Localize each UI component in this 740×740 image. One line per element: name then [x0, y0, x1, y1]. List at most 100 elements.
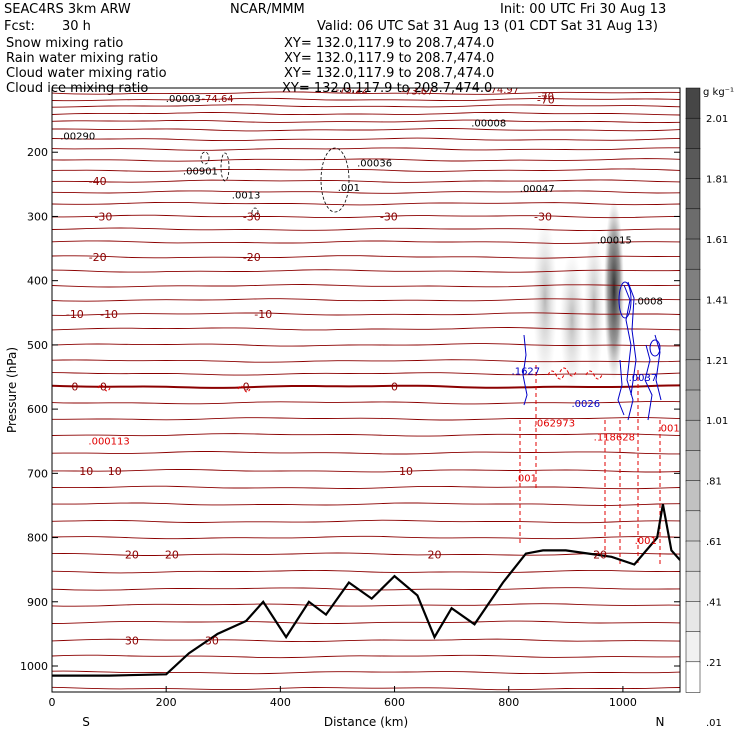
colorbar-bin	[685, 480, 701, 512]
mixing-ratio-label: .062973	[534, 418, 575, 429]
temperature-contour-label: -30	[534, 210, 552, 223]
field-xy-rain: XY= 132.0,117.9 to 208.7,474.0	[284, 51, 494, 66]
temperature-contour-label: 0	[391, 381, 398, 394]
temperature-contour-line	[52, 519, 680, 524]
x-tick-label: 600	[384, 696, 405, 709]
temperature-contour-label: -30	[243, 210, 261, 223]
temperature-contour-label: 10	[79, 465, 93, 478]
temperature-contour-line	[52, 284, 680, 288]
mixing-ratio-label: .00036	[357, 158, 392, 169]
temperature-contour-line	[52, 119, 680, 124]
field-name-snow: Snow mixing ratio	[6, 36, 123, 51]
y-tick-label: 400	[27, 275, 48, 288]
colorbar-label: 1.61	[706, 235, 728, 246]
colorbar-bin	[685, 148, 701, 180]
field-xy-cloudwater: XY= 132.0,117.9 to 208.7,474.0	[284, 66, 494, 81]
colorbar-bin	[685, 299, 701, 331]
temperature-contour-label: -10	[66, 308, 84, 321]
temperature-contour-label: -10	[100, 308, 118, 321]
colorbar-bin	[685, 238, 701, 270]
temperature-contour-line	[52, 552, 680, 556]
colorbar-bin	[685, 359, 701, 391]
y-tick-label: 700	[27, 467, 48, 480]
temperature-contour-line	[52, 469, 680, 473]
mixing-ratio-label: -74.64	[201, 94, 233, 105]
temperature-contour-line	[52, 359, 680, 363]
colorbar-bin	[685, 208, 701, 240]
colorbar-bin	[685, 389, 701, 421]
mixing-ratio-label: .00008	[471, 119, 506, 130]
temperature-contour-line	[52, 179, 680, 183]
mixing-ratio-label: .00015	[597, 235, 632, 246]
mixing-ratio-label: .00290	[60, 131, 95, 142]
colorbar-label: 1.81	[706, 175, 728, 186]
temperature-contour-line	[52, 298, 680, 302]
temperature-contour-line	[52, 384, 680, 389]
mixing-ratio-label: .001	[635, 536, 657, 547]
colorbar-label: 1.01	[706, 416, 728, 427]
y-tick-label: 1000	[20, 660, 48, 673]
terrain-profile	[52, 504, 680, 677]
temperature-contour-line	[52, 227, 680, 232]
temperature-contour-label: -40	[89, 175, 107, 188]
temperature-contour-line	[52, 343, 680, 347]
temperature-contour-line	[52, 312, 680, 316]
temperature-contour-label: 0	[243, 381, 250, 394]
colorbar-bin	[685, 450, 701, 482]
mixing-ratio-label: .001	[657, 424, 679, 435]
temperature-contour-line	[52, 104, 680, 108]
fcst-value: 30 h	[62, 19, 91, 34]
model-title: SEAC4RS 3km ARW	[4, 2, 131, 17]
mixing-ratio-label: .00901	[183, 167, 218, 178]
colorbar-label: .61	[706, 537, 722, 548]
colorbar-bin	[685, 601, 701, 633]
temperature-contour-label: 20	[125, 548, 139, 561]
field-xy-snow: XY= 132.0,117.9 to 208.7,474.0	[284, 36, 494, 51]
temperature-contour-line	[52, 327, 680, 331]
snow-shading-core	[604, 200, 624, 380]
temperature-contour-label: -30	[94, 210, 112, 223]
colorbar-bin	[685, 268, 701, 301]
colorbar-bin	[685, 178, 701, 210]
x-axis: 0 200 400 600 800 1000	[49, 686, 637, 709]
x-tick-label: 400	[270, 696, 291, 709]
temperature-contour-line	[52, 654, 680, 659]
mixing-ratio-label: -75.22	[336, 85, 368, 96]
x-tick-label: 800	[498, 696, 519, 709]
temperature-contour-label: 0	[100, 381, 107, 394]
snow-shading	[533, 215, 557, 385]
rain-water-contours	[97, 365, 661, 565]
temperature-contour-label: -30	[380, 210, 398, 223]
cloud-ice-contours	[200, 147, 350, 217]
colorbar-label: .81	[706, 477, 722, 488]
temperature-contour-label: -70	[537, 94, 555, 107]
mixing-ratio-label: -73.67	[401, 86, 433, 97]
temperature-contour-line	[52, 128, 680, 132]
fcst-label: Fcst:	[4, 19, 35, 34]
colorbar-label: .21	[706, 658, 722, 669]
temperature-contour-line	[52, 240, 680, 244]
mixing-ratio-label: .1627	[512, 366, 541, 377]
x-tick-label: 200	[156, 696, 177, 709]
temperature-contour-line	[52, 569, 680, 574]
temperature-contour-line	[52, 201, 680, 206]
y-tick-label: 300	[27, 210, 48, 223]
field-name-cloudwater: Cloud water mixing ratio	[6, 66, 167, 81]
temperature-contour-line	[52, 214, 680, 219]
temperature-contour-line	[52, 168, 680, 172]
temperature-contour-label: 10	[108, 465, 122, 478]
colorbar-label: 2.01	[706, 114, 728, 125]
y-tick-label: 200	[27, 146, 48, 159]
x-end-label-south: S	[82, 715, 90, 729]
temperature-contour-label: -10	[254, 308, 272, 321]
temperature-contour-line	[52, 433, 680, 437]
temperature-contour-line	[52, 112, 680, 116]
temperature-contour-line	[52, 158, 680, 162]
temperature-contour-line	[52, 620, 680, 625]
mixing-ratio-label: .000113	[88, 436, 129, 447]
temperature-contour-line	[52, 535, 680, 540]
mixing-ratio-label: -70	[538, 92, 554, 103]
y-tick-label: 800	[27, 532, 48, 545]
mixing-ratio-label: .0026	[571, 399, 600, 410]
